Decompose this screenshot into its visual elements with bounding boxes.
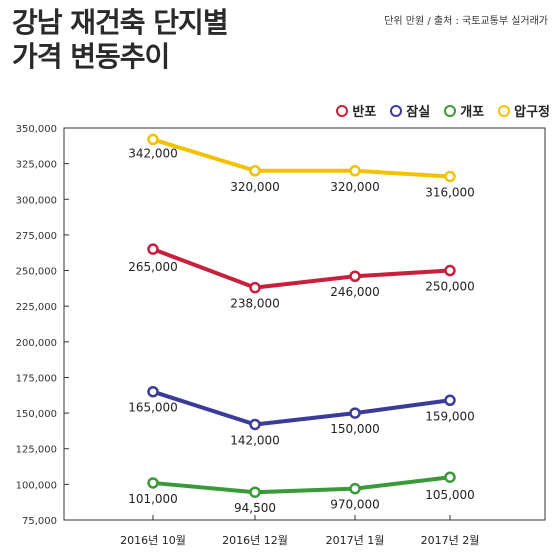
data-point-banpo	[444, 264, 456, 277]
y-tick-label: 75,000	[22, 516, 57, 527]
legend-item-gaepo: 개포	[444, 101, 484, 120]
data-label-apgujeong: 342,000	[128, 146, 178, 160]
y-tick-label: 200,000	[16, 338, 57, 349]
data-label-gaepo: 94,500	[234, 501, 276, 515]
series-line-banpo	[152, 247, 451, 290]
legend-item-jamsil: 잠실	[390, 101, 430, 120]
y-tick-label: 150,000	[16, 409, 57, 420]
legend-label-apgujeong: 압구정	[514, 105, 550, 120]
plot-frame	[63, 127, 546, 521]
y-tick-label: 175,000	[16, 373, 57, 384]
data-label-banpo: 265,000	[128, 260, 178, 274]
legend-label-jamsil: 잠실	[406, 105, 431, 120]
data-point-apgujeong	[349, 165, 361, 177]
data-label-jamsil: 142,000	[230, 433, 280, 447]
data-label-gaepo: 970,000	[330, 498, 380, 512]
source-note: 단위 만원 / 출처 : 국토교통부 실거래가	[384, 16, 548, 27]
data-label-jamsil: 159,000	[425, 409, 475, 423]
y-tick-label: 300,000	[16, 195, 57, 206]
data-point-apgujeong	[444, 170, 456, 183]
data-point-jamsil	[349, 407, 361, 419]
legend-item-banpo: 반포	[336, 101, 376, 120]
data-point-apgujeong	[147, 133, 159, 146]
title-line-2: 가격 변동추이	[12, 40, 170, 73]
data-label-banpo: 246,000	[330, 285, 380, 299]
y-tick-label: 250,000	[16, 267, 57, 278]
data-label-apgujeong: 320,000	[330, 180, 380, 194]
series-line-gaepo	[152, 475, 451, 495]
data-point-gaepo	[249, 486, 261, 498]
data-point-jamsil	[444, 394, 456, 407]
y-tick-label: 125,000	[16, 445, 57, 456]
data-label-gaepo: 101,000	[128, 492, 178, 506]
data-point-gaepo	[444, 471, 456, 483]
legend-swatch-jamsil	[390, 104, 403, 117]
legend-label-gaepo: 개포	[460, 105, 485, 120]
data-label-jamsil: 165,000	[128, 401, 178, 415]
data-point-gaepo	[349, 482, 361, 495]
x-tick-label: 2016년 12월	[222, 534, 288, 547]
data-label-jamsil: 150,000	[330, 422, 380, 436]
x-tick-label: 2016년 10월	[120, 534, 186, 547]
series-line-jamsil	[152, 389, 451, 427]
x-tick-label: 2017년 1월	[326, 534, 385, 547]
series-line-apgujeong	[152, 137, 451, 179]
legend-label-banpo: 반포	[352, 105, 377, 120]
data-label-apgujeong: 316,000	[425, 185, 475, 199]
legend-swatch-banpo	[336, 104, 349, 117]
title-line-1: 강남 재건축 단지별	[12, 6, 229, 39]
data-point-banpo	[249, 281, 261, 294]
data-label-apgujeong: 320,000	[230, 180, 280, 194]
page-title: 강남 재건축 단지별 가격 변동추이	[12, 6, 229, 74]
y-tick-label: 275,000	[16, 231, 57, 242]
y-tick-label: 225,000	[16, 302, 57, 313]
legend-item-apgujeong: 압구정	[498, 101, 550, 120]
y-tick-label: 350,000	[16, 124, 57, 135]
y-tick-label: 325,000	[16, 160, 57, 171]
y-tick-label: 100,000	[16, 480, 57, 491]
chart-legend: 반포 잠실 개포 압구정	[336, 101, 550, 120]
data-point-jamsil	[249, 418, 261, 431]
legend-swatch-gaepo	[444, 104, 457, 117]
data-label-banpo: 238,000	[230, 297, 280, 311]
data-point-jamsil	[147, 385, 159, 398]
data-point-apgujeong	[249, 165, 261, 177]
data-label-gaepo: 105,000	[425, 488, 475, 502]
data-label-banpo: 250,000	[425, 280, 475, 294]
data-point-gaepo	[147, 477, 159, 489]
x-tick-label: 2017년 2월	[421, 534, 480, 547]
data-point-banpo	[349, 270, 361, 282]
legend-swatch-apgujeong	[498, 104, 511, 117]
data-point-banpo	[147, 243, 159, 255]
